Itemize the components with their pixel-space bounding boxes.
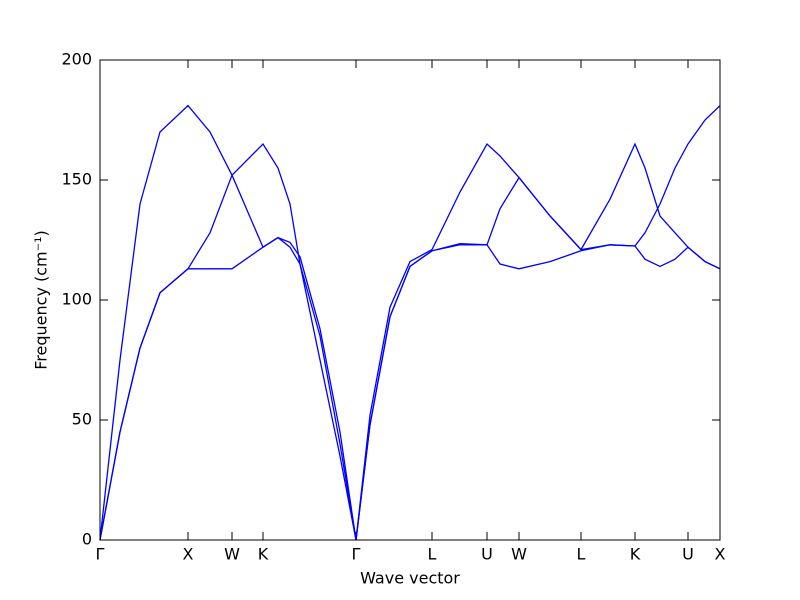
y-tick-label: 200 (61, 50, 92, 69)
x-tick-label: K (630, 545, 641, 564)
x-tick-label: X (715, 545, 726, 564)
x-tick-label: U (682, 545, 694, 564)
x-tick-label: L (577, 545, 586, 564)
x-tick-label: W (224, 545, 240, 564)
x-tick-label: K (258, 545, 269, 564)
x-tick-label: W (511, 545, 527, 564)
x-tick-label: L (428, 545, 437, 564)
x-tick-label: U (481, 545, 493, 564)
band-line (99, 105, 721, 541)
y-tick-label: 0 (82, 530, 92, 549)
plot-frame (99, 59, 721, 541)
y-tick-label: 50 (72, 410, 92, 429)
y-tick-label: 150 (61, 170, 92, 189)
x-axis-label: Wave vector (360, 569, 460, 588)
band-line (99, 104, 721, 541)
x-tick-label: X (183, 545, 194, 564)
x-tick-label: Γ (96, 545, 105, 564)
y-axis-label: Frequency (cm⁻¹) (32, 230, 51, 369)
x-tick-label: Γ (352, 545, 361, 564)
y-tick-label: 100 (61, 290, 92, 309)
